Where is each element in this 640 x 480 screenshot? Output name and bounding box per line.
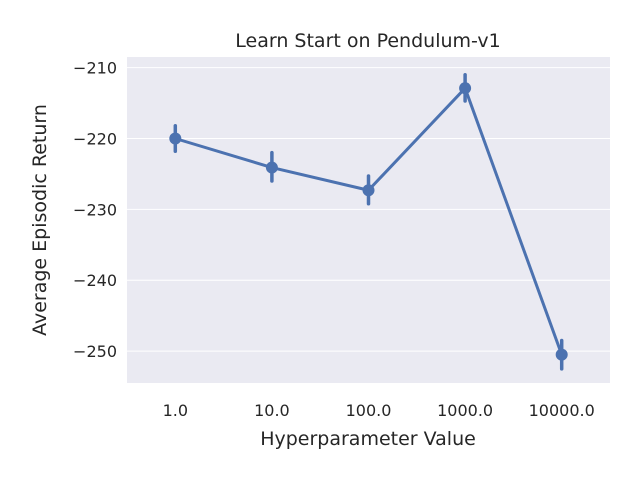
data-point [265, 161, 278, 174]
x-axis-label: Hyperparameter Value [260, 428, 476, 450]
y-tick-label: −220 [73, 130, 117, 149]
y-tick-label: −230 [73, 200, 117, 219]
chart-title: Learn Start on Pendulum-v1 [235, 30, 500, 52]
x-tick-labels: 1.0 10.0 100.0 1000.0 10000.0 [163, 401, 595, 420]
y-axis-label: Average Episodic Return [29, 104, 51, 336]
data-point [459, 82, 472, 95]
data-point [169, 132, 182, 145]
y-tick-label: −210 [73, 59, 117, 78]
y-tick-label: −250 [73, 342, 117, 361]
x-tick-label: 1000.0 [437, 401, 493, 420]
plot-background [127, 57, 610, 383]
series-layer [169, 72, 568, 371]
x-tick-label: 10000.0 [529, 401, 595, 420]
grid-lines [127, 67, 610, 352]
data-point [555, 348, 568, 361]
y-tick-labels: −210 −220 −230 −240 −250 [73, 59, 117, 361]
y-tick-label: −240 [73, 271, 117, 290]
x-tick-label: 10.0 [254, 401, 290, 420]
x-tick-label: 100.0 [346, 401, 392, 420]
data-point [362, 184, 375, 197]
x-tick-label: 1.0 [163, 401, 188, 420]
